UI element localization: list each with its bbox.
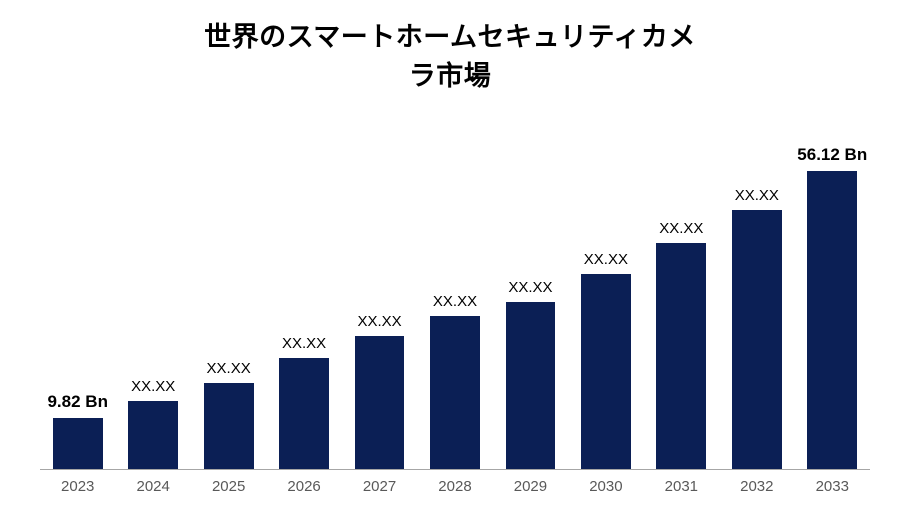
bar-slot: 9.82 Bn bbox=[40, 150, 115, 470]
bar-value-label: XX.XX bbox=[433, 293, 477, 310]
bar-slot: 56.12 Bn bbox=[795, 150, 870, 470]
chart-title-line1: 世界のスマートホームセキュリティカメ bbox=[204, 22, 696, 52]
x-tick-label: 2032 bbox=[719, 478, 794, 495]
x-tick-label: 2029 bbox=[493, 478, 568, 495]
bar: XX.XX bbox=[732, 210, 782, 470]
market-bar-chart: 世界のスマートホームセキュリティカメ ラ市場 9.82 Bn XX.XX XX.XX… bbox=[0, 0, 900, 525]
bar-series: 9.82 Bn XX.XX XX.XX XX.XX XX.XX XX.XX XX.XX XX.… bbox=[40, 150, 870, 470]
x-tick-label: 2026 bbox=[266, 478, 341, 495]
bar-value-label: XX.XX bbox=[735, 187, 779, 204]
bar-slot: XX.XX bbox=[417, 150, 492, 470]
x-tick-label: 2028 bbox=[417, 478, 492, 495]
bar: XX.XX bbox=[430, 316, 480, 470]
bar-value-label: XX.XX bbox=[131, 378, 175, 395]
x-tick-label: 2025 bbox=[191, 478, 266, 495]
bar-slot: XX.XX bbox=[568, 150, 643, 470]
bar-value-label: XX.XX bbox=[584, 251, 628, 268]
bar-value-label: XX.XX bbox=[207, 360, 251, 377]
bar-slot: XX.XX bbox=[115, 150, 190, 470]
bar-value-label: XX.XX bbox=[357, 313, 401, 330]
bar-slot: XX.XX bbox=[644, 150, 719, 470]
x-tick-label: 2031 bbox=[644, 478, 719, 495]
bar-value-label: XX.XX bbox=[508, 279, 552, 296]
x-tick-label: 2030 bbox=[568, 478, 643, 495]
bar-slot: XX.XX bbox=[719, 150, 794, 470]
bar-value-label: XX.XX bbox=[282, 335, 326, 352]
bar-value-label: XX.XX bbox=[659, 220, 703, 237]
plot-area: 9.82 Bn XX.XX XX.XX XX.XX XX.XX XX.XX XX.XX XX.… bbox=[40, 150, 870, 470]
bar: XX.XX bbox=[506, 302, 556, 470]
x-axis-baseline bbox=[40, 469, 870, 470]
bar-value-label: 9.82 Bn bbox=[47, 392, 107, 412]
bar: 56.12 Bn bbox=[807, 171, 857, 470]
x-axis-labels: 2023202420252026202720282029203020312032… bbox=[40, 478, 870, 495]
bar: XX.XX bbox=[355, 336, 405, 470]
bar-slot: XX.XX bbox=[493, 150, 568, 470]
bar: XX.XX bbox=[581, 274, 631, 470]
bar: XX.XX bbox=[279, 358, 329, 470]
bar-slot: XX.XX bbox=[191, 150, 266, 470]
bar: XX.XX bbox=[204, 383, 254, 470]
bar-slot: XX.XX bbox=[342, 150, 417, 470]
x-tick-label: 2023 bbox=[40, 478, 115, 495]
x-tick-label: 2024 bbox=[115, 478, 190, 495]
chart-title-line2: ラ市場 bbox=[409, 61, 492, 91]
x-tick-label: 2033 bbox=[795, 478, 870, 495]
bar-value-label: 56.12 Bn bbox=[797, 145, 867, 165]
bar: XX.XX bbox=[128, 401, 178, 470]
x-tick-label: 2027 bbox=[342, 478, 417, 495]
chart-title: 世界のスマートホームセキュリティカメ ラ市場 bbox=[0, 18, 900, 96]
bar: 9.82 Bn bbox=[53, 418, 103, 470]
bar-slot: XX.XX bbox=[266, 150, 341, 470]
bar: XX.XX bbox=[656, 243, 706, 470]
